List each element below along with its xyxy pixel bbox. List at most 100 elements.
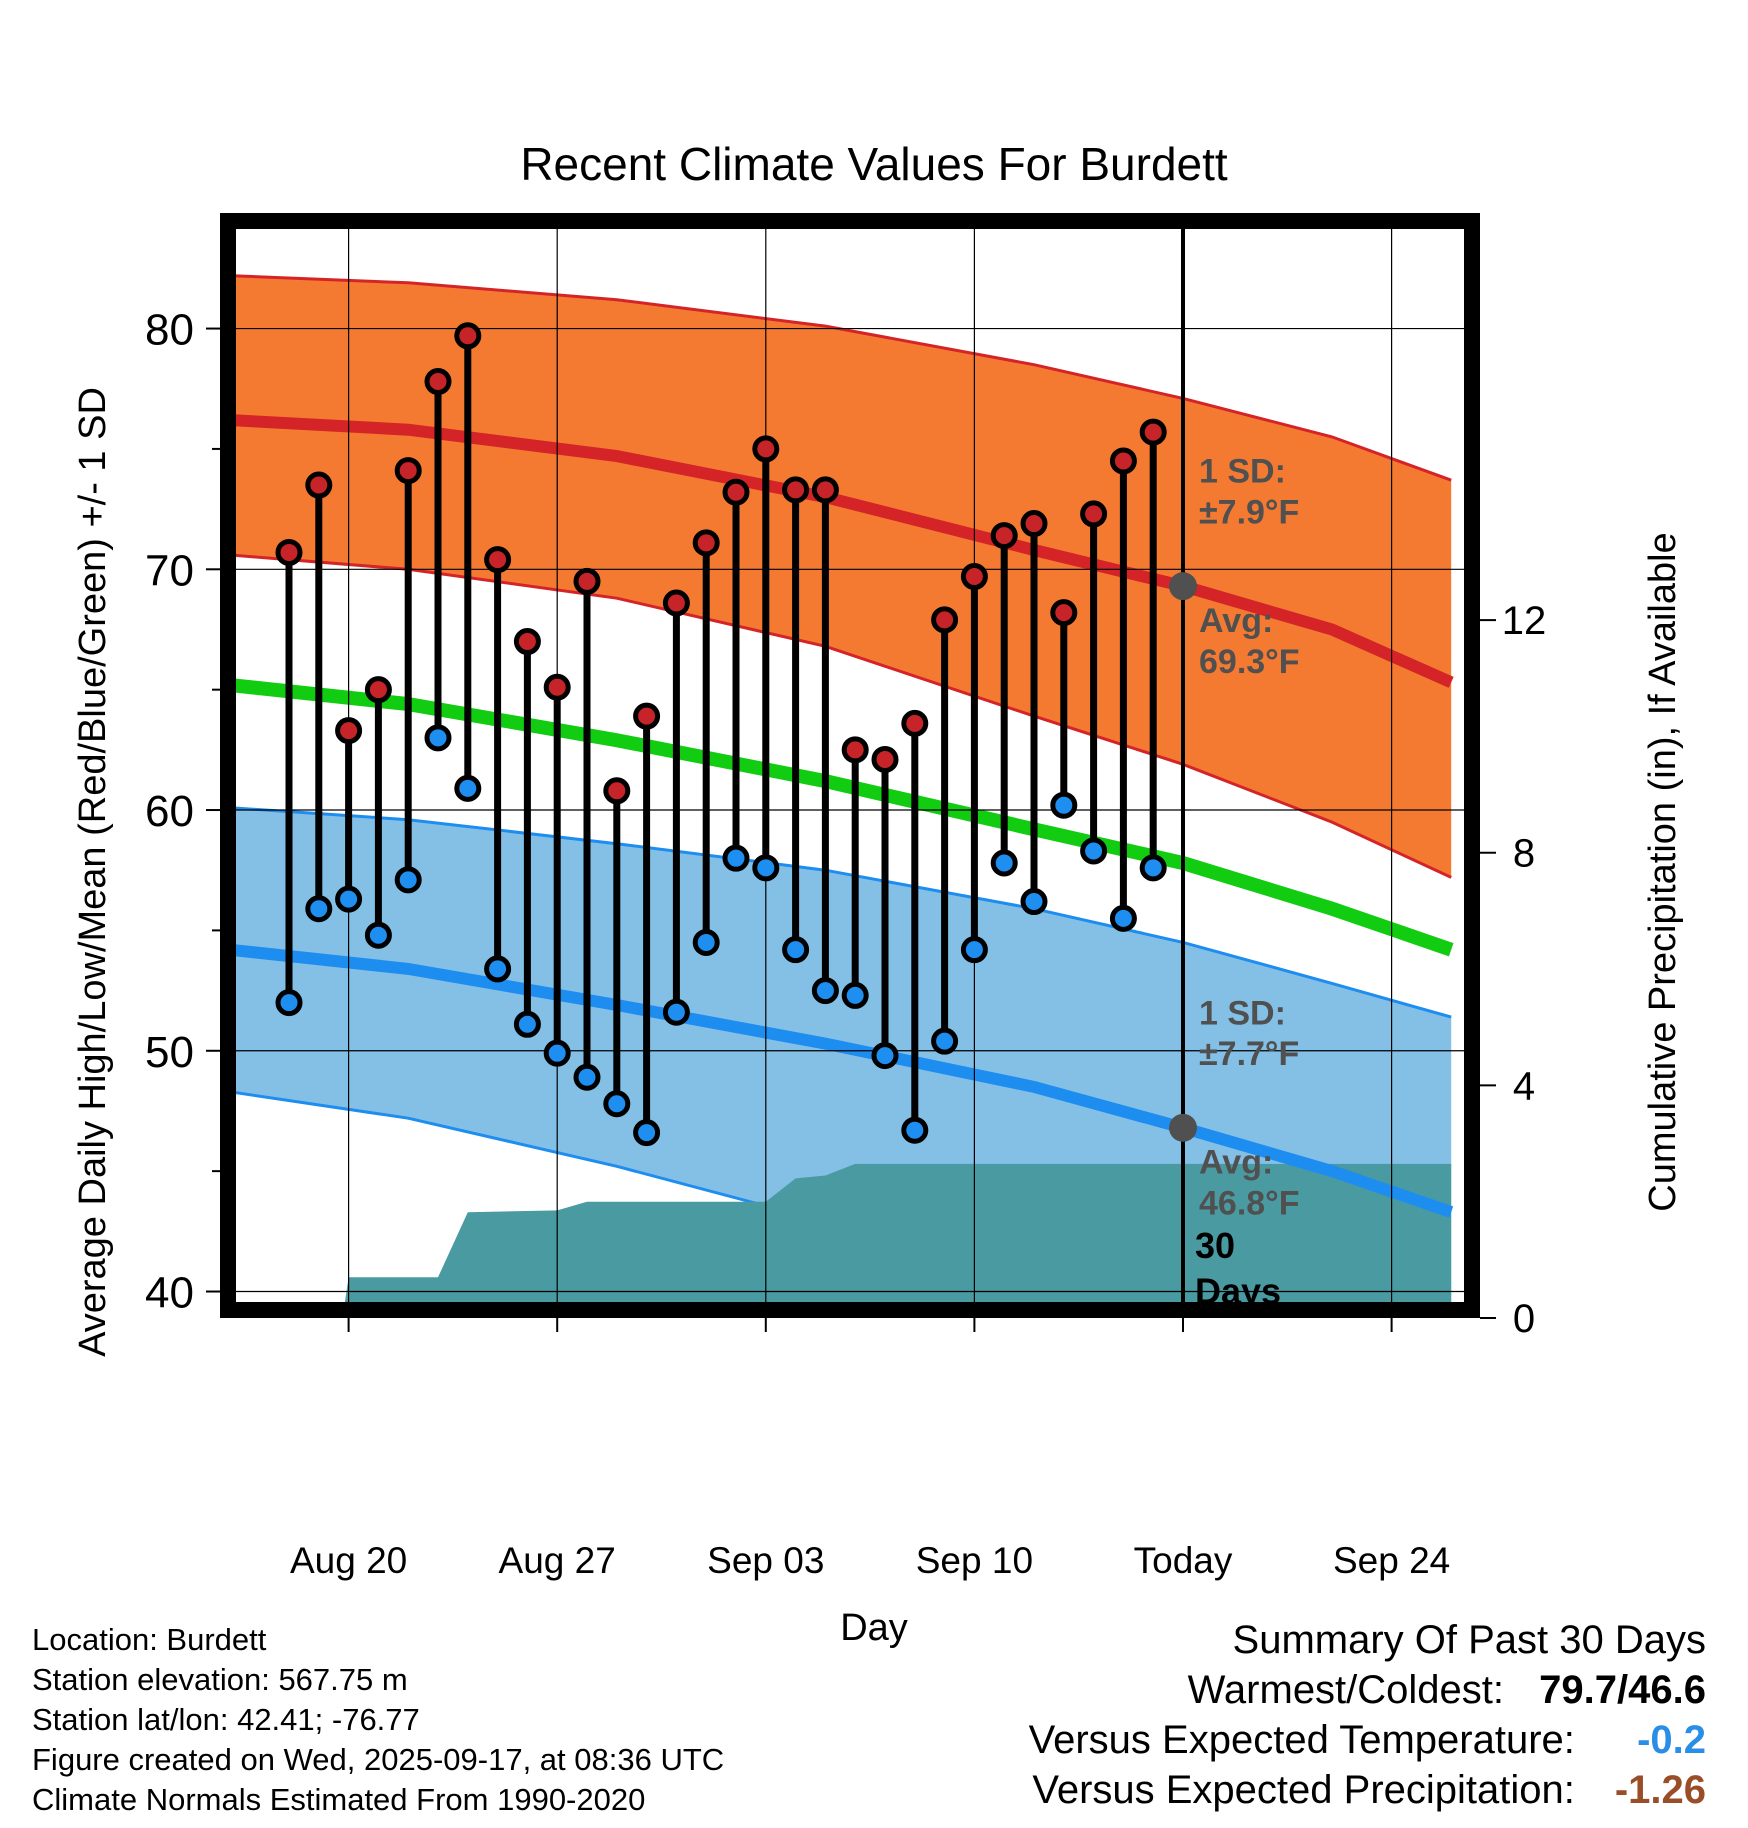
coldest-value: 46.6 <box>1628 1668 1706 1712</box>
precip-departure-label: Versus Expected Precipitation: <box>1032 1768 1575 1812</box>
y-tick-label: 40 <box>145 1269 194 1318</box>
y-tick-label: 60 <box>145 787 194 836</box>
daily-low-point <box>513 1010 541 1038</box>
daily-high-point <box>573 567 601 595</box>
daily-low-point <box>364 921 392 949</box>
daily-high-point <box>990 522 1018 550</box>
daily-low-point <box>960 936 988 964</box>
daily-high-point <box>1050 599 1078 627</box>
y2-tick-label: 4 <box>1513 1064 1535 1108</box>
period-label-number: 30 <box>1195 1225 1235 1266</box>
daily-high-point <box>1080 500 1108 528</box>
warmest-value: 79.7 <box>1539 1668 1618 1712</box>
low-sd-value: ±7.7°F <box>1199 1035 1299 1073</box>
warm-cold-row: Warmest/Coldest: 79.7/46.6 <box>1029 1665 1706 1715</box>
daily-high-point <box>662 589 690 617</box>
precip-departure-value: -1.26 <box>1614 1768 1706 1812</box>
daily-high-point <box>1139 418 1167 446</box>
high-avg-label: Avg: <box>1199 602 1273 640</box>
y-axis-label: Average Daily High/Low/Mean (Red/Blue/Gr… <box>72 387 114 1357</box>
daily-low-point <box>722 844 750 872</box>
low-sd-label: 1 SD: <box>1199 994 1286 1032</box>
daily-high-point <box>931 606 959 634</box>
low-avg-marker <box>1169 1113 1197 1142</box>
y-tick-label: 50 <box>145 1028 194 1077</box>
station-info: Location: Burdett Station elevation: 567… <box>32 1620 724 1820</box>
daily-high-point <box>454 322 482 350</box>
daily-low-point <box>931 1027 959 1055</box>
x-tick-label: Aug 20 <box>290 1540 407 1581</box>
daily-high-point <box>364 676 392 704</box>
daily-high-point <box>782 476 810 504</box>
daily-low-point <box>1109 904 1137 932</box>
latlon-text: Station lat/lon: 42.41; -76.77 <box>32 1702 420 1737</box>
warm-cold-value: 79.7/46.6 <box>1539 1665 1706 1715</box>
daily-low-point <box>424 724 452 752</box>
daily-high-point <box>1109 447 1137 475</box>
daily-high-point <box>811 476 839 504</box>
normal-mean-line <box>228 677 1454 957</box>
daily-high-point <box>305 471 333 499</box>
high-sd-upper-line <box>229 274 1452 482</box>
x-tick-label: Sep 10 <box>916 1540 1033 1581</box>
temp-departure-value: -0.2 <box>1637 1718 1706 1762</box>
daily-high-point <box>722 478 750 506</box>
daily-high-point <box>901 709 929 737</box>
daily-low-point <box>573 1063 601 1091</box>
warm-cold-label: Warmest/Coldest: <box>1187 1668 1505 1712</box>
daily-low-point <box>1139 854 1167 882</box>
daily-low-point <box>603 1090 631 1118</box>
daily-low-point <box>1080 837 1108 865</box>
daily-low-point <box>454 774 482 802</box>
high-avg-marker <box>1169 572 1197 601</box>
daily-high-point <box>275 538 303 566</box>
daily-low-point <box>305 895 333 923</box>
daily-high-point <box>484 546 512 574</box>
temp-departure-label: Versus Expected Temperature: <box>1028 1718 1575 1762</box>
daily-high-point <box>424 368 452 396</box>
daily-high-point <box>841 736 869 764</box>
daily-low-point <box>662 998 690 1026</box>
x-tick-label: Aug 27 <box>499 1540 616 1581</box>
y2-tick-label: 8 <box>1513 832 1535 876</box>
daily-low-point <box>1020 888 1048 916</box>
daily-low-point <box>871 1042 899 1070</box>
y-tick-label: 80 <box>145 306 194 355</box>
x-tick-label: Sep 24 <box>1333 1540 1450 1581</box>
x-tick-label: Sep 03 <box>707 1540 824 1581</box>
location-text: Location: Burdett <box>32 1622 267 1657</box>
low-avg-value: 46.8°F <box>1199 1184 1300 1222</box>
normals-text: Climate Normals Estimated From 1990-2020 <box>32 1782 646 1817</box>
daily-low-point <box>394 866 422 894</box>
daily-high-point <box>335 717 363 745</box>
daily-low-point <box>335 885 363 913</box>
value-separator: / <box>1617 1668 1629 1712</box>
x-tick-label: Today <box>1134 1540 1233 1581</box>
high-avg-value: 69.3°F <box>1199 643 1300 681</box>
normal-high-line <box>229 414 1454 688</box>
normal-low-line <box>228 943 1454 1218</box>
daily-high-point <box>513 628 541 656</box>
high-sd-value: ±7.9°F <box>1199 494 1299 532</box>
temp-departure-row: Versus Expected Temperature: -0.2 <box>1029 1715 1706 1765</box>
daily-high-point <box>871 745 899 773</box>
high-sd-label: 1 SD: <box>1199 453 1286 491</box>
daily-low-point <box>1050 791 1078 819</box>
precip-departure-row: Versus Expected Precipitation: -1.26 <box>1029 1765 1706 1815</box>
daily-high-point <box>633 702 661 730</box>
y2-axis-label: Cumulative Precipitation (in), If Availa… <box>1642 532 1684 1211</box>
daily-low-point <box>901 1116 929 1144</box>
y-tick-label: 70 <box>145 546 194 595</box>
daily-high-point <box>1020 510 1048 538</box>
y2-tick-label: 12 <box>1502 599 1547 643</box>
precip-area <box>342 1163 1452 1318</box>
daily-low-point <box>484 955 512 983</box>
plot-frame <box>220 213 1480 1318</box>
summary-title: Summary Of Past 30 Days <box>1232 1618 1706 1662</box>
elevation-text: Station elevation: 567.75 m <box>32 1662 408 1697</box>
daily-low-point <box>782 936 810 964</box>
daily-low-point <box>752 854 780 882</box>
daily-high-point <box>752 435 780 463</box>
